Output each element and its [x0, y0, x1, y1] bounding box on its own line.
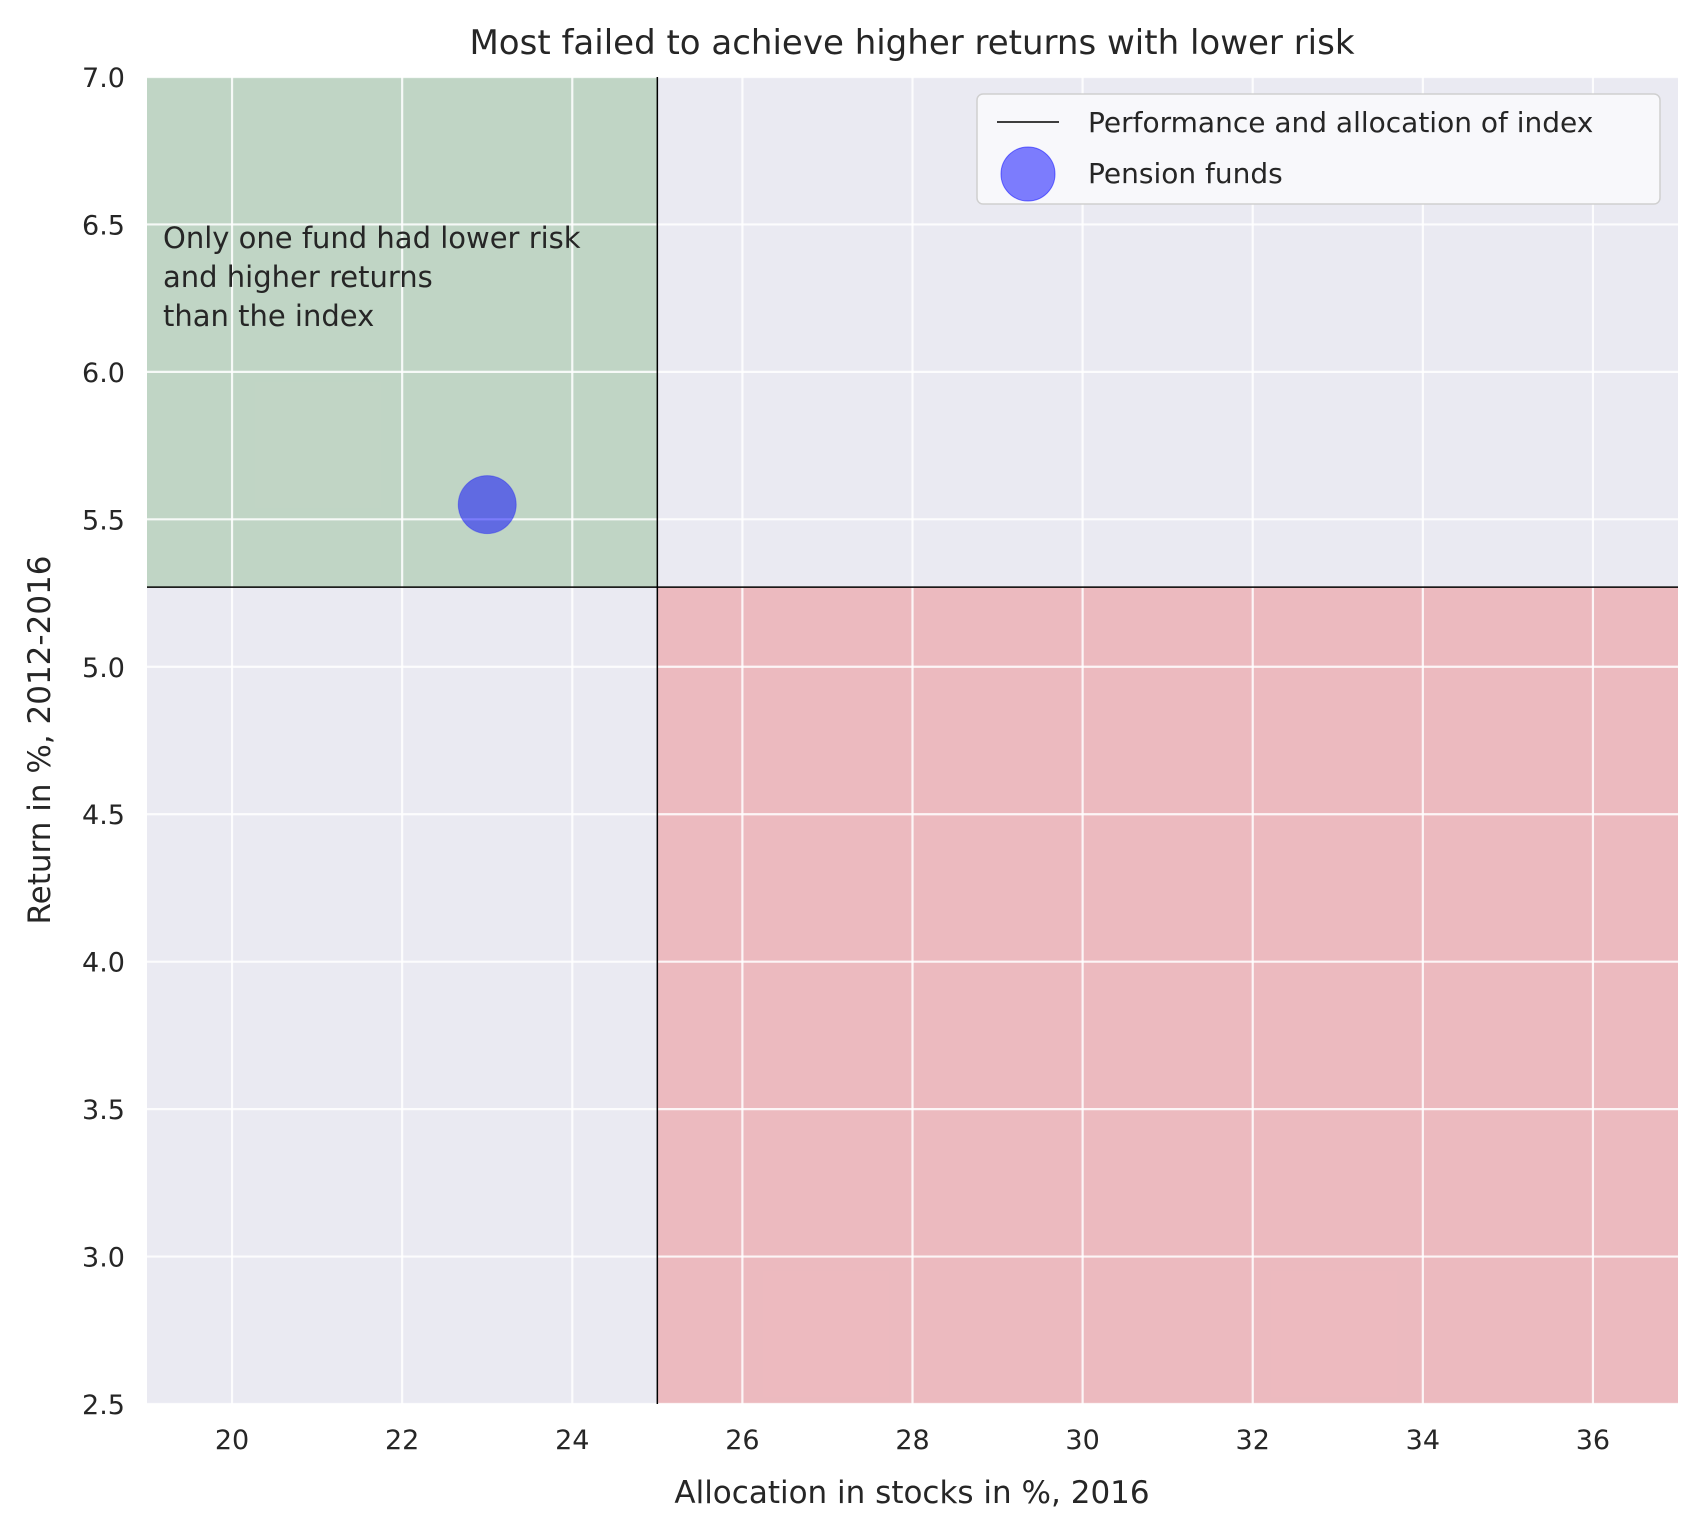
legend: Performance and allocation of index Pens… — [976, 93, 1661, 205]
y-axis-label: Return in %, 2012-2016 — [22, 556, 58, 925]
legend-fund-label: Pension funds — [1088, 157, 1283, 190]
y-tick-label: 3.0 — [82, 1243, 125, 1274]
y-tick-label: 6.5 — [82, 210, 125, 241]
annotation-line-3: than the index — [163, 299, 374, 333]
x-tick-label: 28 — [895, 1425, 929, 1456]
region-higher-risk-lower-return — [657, 587, 1678, 1404]
legend-box — [976, 93, 1661, 205]
y-tick-label: 2.5 — [82, 1390, 125, 1421]
grid-layer — [147, 75, 1678, 1406]
x-tick-labels: 20 22 24 26 28 30 32 34 36 — [215, 1425, 1610, 1456]
points-layer — [457, 475, 517, 535]
legend-index-label: Performance and allocation of index — [1088, 106, 1593, 139]
x-tick-label: 26 — [725, 1425, 759, 1456]
x-tick-label: 24 — [555, 1425, 589, 1456]
y-tick-label: 5.0 — [82, 653, 125, 684]
y-tick-label: 4.0 — [82, 948, 125, 979]
x-tick-label: 34 — [1406, 1425, 1440, 1456]
pension-fund-point — [457, 475, 517, 535]
x-tick-label: 20 — [215, 1425, 249, 1456]
x-tick-label: 30 — [1065, 1425, 1099, 1456]
annotation: Only one fund had lower risk and higher … — [163, 221, 581, 333]
x-axis-label: Allocation in stocks in %, 2016 — [674, 1475, 1149, 1511]
x-tick-label: 36 — [1576, 1425, 1610, 1456]
y-tick-label: 5.5 — [82, 505, 125, 536]
y-tick-label: 3.5 — [82, 1095, 125, 1126]
y-tick-label: 7.0 — [82, 63, 125, 94]
y-tick-label: 6.0 — [82, 358, 125, 389]
annotation-line-1: Only one fund had lower risk — [163, 221, 581, 255]
y-tick-labels: 2.5 3.0 3.5 4.0 4.5 5.0 5.5 6.0 6.5 7.0 — [82, 63, 125, 1421]
y-tick-label: 4.5 — [82, 800, 125, 831]
chart-title: Most failed to achieve higher returns wi… — [469, 23, 1354, 63]
legend-fund-swatch — [1000, 146, 1056, 202]
x-tick-label: 22 — [385, 1425, 419, 1456]
x-tick-label: 32 — [1236, 1425, 1270, 1456]
index-lines — [147, 77, 1678, 1404]
annotation-line-2: and higher returns — [163, 260, 433, 294]
